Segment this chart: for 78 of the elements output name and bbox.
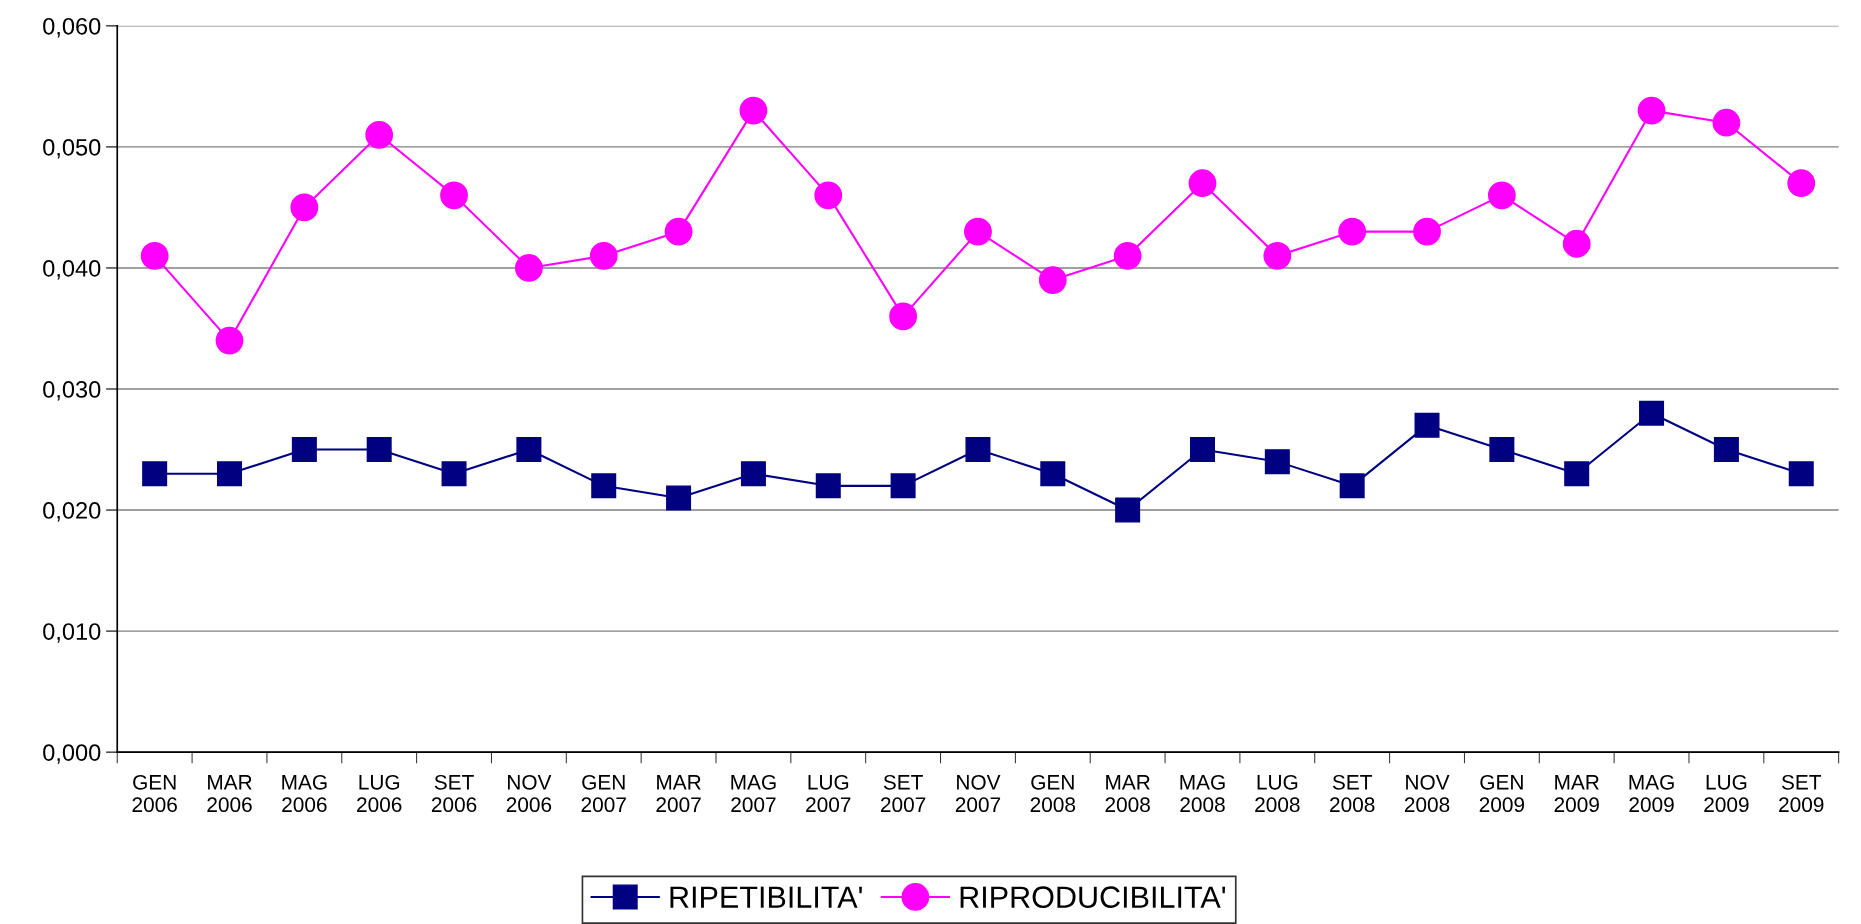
point [1339, 473, 1365, 499]
point [1040, 461, 1066, 487]
point [291, 437, 317, 463]
x-tick-label: NOV 2007 [955, 774, 1001, 813]
point [514, 254, 543, 282]
x-tick-label: GEN 2009 [1479, 774, 1525, 813]
point [1189, 437, 1215, 463]
point [739, 96, 768, 125]
legend-label: RIPRODUCIBILITA' [960, 886, 1226, 908]
x-tick-label: MAR 2008 [1105, 775, 1150, 813]
point [889, 302, 918, 331]
x-tick-label: SET 2006 [431, 774, 477, 813]
point [664, 217, 693, 246]
x-tick-label: SET 2009 [1779, 774, 1824, 813]
point [290, 193, 319, 222]
point [365, 120, 394, 149]
point [516, 437, 542, 463]
x-tick-label: SET 2007 [880, 774, 926, 813]
y-tick-label: 0,010 [43, 623, 101, 643]
point [1712, 108, 1741, 137]
x-tick-label: LUG 2008 [1255, 774, 1300, 813]
point [1564, 461, 1590, 487]
point [814, 181, 843, 210]
x-tick-label: MAG 2009 [1629, 774, 1674, 813]
point [1787, 169, 1816, 198]
legend-label: RIPETIBILITA' [670, 886, 862, 908]
point [964, 217, 992, 246]
point [965, 437, 991, 463]
point [1264, 449, 1290, 475]
x-tick-label: MAR 2009 [1554, 775, 1599, 813]
point [1713, 437, 1739, 463]
point [1263, 241, 1292, 270]
x-tick-label: LUG 2007 [806, 774, 851, 813]
point [1487, 181, 1516, 210]
y-tick-label: 0,060 [43, 17, 101, 38]
x-tick-label: NOV 2008 [1404, 774, 1450, 813]
point [366, 437, 392, 463]
point [1188, 169, 1217, 198]
point [740, 461, 766, 487]
point [1115, 497, 1141, 523]
point [1413, 217, 1441, 246]
y-tick-label: 0,020 [43, 502, 101, 522]
point [441, 461, 467, 487]
point [215, 326, 244, 355]
point [1113, 241, 1142, 270]
point [1489, 437, 1515, 463]
point [1637, 96, 1666, 125]
point [815, 473, 841, 499]
point [1338, 217, 1367, 246]
point [1414, 412, 1440, 438]
point [1639, 400, 1665, 426]
point [217, 461, 243, 487]
x-tick-label: SET 2008 [1330, 774, 1375, 813]
x-tick-label: GEN 2008 [1030, 774, 1076, 813]
point [1562, 229, 1591, 258]
point [890, 473, 916, 499]
y-tick-label: 0,030 [43, 381, 101, 401]
x-tick-label: GEN 2007 [581, 774, 626, 813]
x-tick-label: NOV 2006 [506, 774, 552, 813]
y-tick-label: 0,000 [43, 744, 101, 764]
point [142, 461, 168, 487]
point [1788, 461, 1814, 487]
x-tick-label: MAG 2006 [282, 774, 327, 813]
x-tick-label: MAG 2008 [1180, 774, 1225, 813]
x-tick-label: GEN 2006 [132, 774, 177, 813]
point [666, 485, 692, 511]
point [589, 241, 618, 270]
point [140, 241, 169, 270]
x-tick-label: MAG 2007 [731, 774, 776, 813]
x-tick-label: LUG 2009 [1704, 774, 1749, 813]
point [440, 181, 468, 210]
x-tick-label: LUG 2006 [357, 774, 402, 813]
point [1038, 266, 1067, 294]
y-tick-label: 0,040 [43, 260, 101, 280]
x-tick-label: MAR 2006 [207, 775, 252, 813]
y-tick-label: 0,050 [43, 138, 101, 159]
point [591, 473, 617, 499]
x-tick-label: MAR 2007 [656, 775, 701, 813]
